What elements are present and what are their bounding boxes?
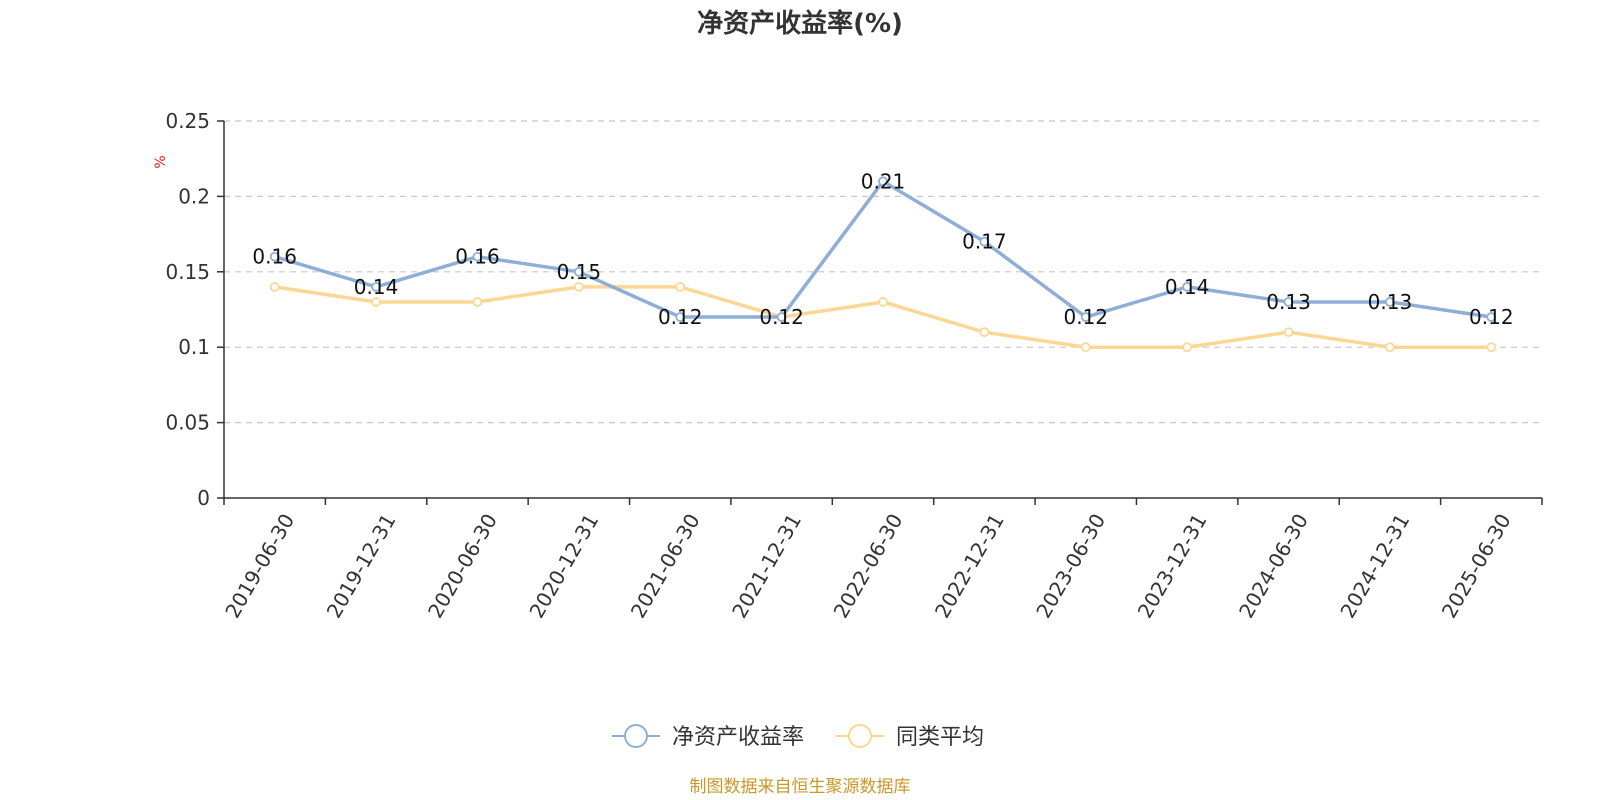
series-peer-average [269,281,1497,353]
data-point[interactable] [979,327,990,338]
x-tick-label: 2024-12-31 [1335,510,1414,623]
data-label: 0.17 [962,230,1007,254]
data-point[interactable] [1182,281,1193,292]
data-label: 0.16 [252,245,297,269]
data-point[interactable] [269,251,280,262]
x-tick-label: 2019-06-30 [220,510,299,623]
data-point[interactable] [776,312,787,322]
data-point[interactable] [269,281,280,292]
data-point[interactable] [1080,312,1091,322]
data-labels: 0.16 0.14 0.16 0.15 0.12 0.12 0.21 0.17 0.12 0.14… [252,169,1513,329]
data-point[interactable] [472,297,483,307]
data-label: 0.16 [455,245,500,269]
data-point[interactable] [1385,342,1395,353]
data-label: 0.12 [1064,305,1109,329]
data-point[interactable] [1486,342,1497,353]
series-roe [269,176,1497,322]
x-tick-label: 2019-12-31 [322,510,401,623]
chart-title: 净资产收益率(%) [697,8,903,39]
legend-item[interactable]: 同类平均 [836,724,984,750]
source-note: 制图数据来自恒生聚源数据库 [690,777,911,797]
axes: 0 0.05 0.1 0.15 0.2 0.25 2019-06-30 2019-12-31 2… [165,109,1543,623]
x-tick-label: 2021-12-31 [727,510,806,623]
data-point[interactable] [1283,327,1294,338]
x-tick-label: 2020-06-30 [423,510,502,623]
data-point[interactable] [878,176,888,187]
data-label: 0.21 [861,169,906,193]
data-label: 0.12 [1469,305,1514,329]
data-point[interactable] [371,297,381,307]
data-point[interactable] [1283,297,1294,307]
data-point[interactable] [573,266,584,277]
legend-marker-icon [848,724,872,748]
x-tick-label: 2025-06-30 [1437,510,1516,623]
y-tick-label: 0.1 [178,335,210,359]
data-point[interactable] [675,281,686,292]
data-point[interactable] [675,312,686,322]
y-axis-unit-label: % [153,155,169,168]
x-tick-label: 2022-06-30 [829,510,908,623]
series-group [269,176,1497,353]
data-point[interactable] [979,236,990,247]
data-point[interactable] [1486,312,1497,322]
legend-label: 净资产收益率 [672,725,804,750]
y-tick-label: 0.25 [165,109,210,133]
x-tick-label: 2024-06-30 [1234,510,1313,623]
y-tick-label: 0 [197,486,210,510]
legend-label: 同类平均 [896,725,984,750]
data-point[interactable] [1182,342,1193,353]
x-tick-label: 2023-06-30 [1031,510,1110,623]
legend-marker-icon [624,724,648,748]
legend: 净资产收益率 同类平均 [612,724,984,750]
data-point[interactable] [472,251,483,262]
x-tick-label: 2022-12-31 [930,510,1009,623]
data-label: 0.13 [1368,290,1413,314]
data-label: 0.12 [658,305,703,329]
data-point[interactable] [573,281,584,292]
x-tick-label: 2020-12-31 [524,510,603,623]
data-label: 0.14 [354,275,399,299]
x-tick-label: 2023-12-31 [1133,510,1212,623]
y-tick-label: 0.2 [178,184,210,208]
y-tick-label: 0.05 [165,411,210,435]
y-tick-label: 0.15 [165,260,210,284]
data-point[interactable] [1080,342,1091,353]
data-point[interactable] [1385,297,1395,307]
x-tick-label: 2021-06-30 [626,510,705,623]
data-label: 0.14 [1165,275,1210,299]
data-point[interactable] [371,281,381,292]
data-point[interactable] [878,297,888,307]
data-label: 0.12 [759,305,804,329]
data-label: 0.13 [1266,290,1311,314]
legend-item[interactable]: 净资产收益率 [612,724,804,750]
data-label: 0.15 [557,260,602,284]
